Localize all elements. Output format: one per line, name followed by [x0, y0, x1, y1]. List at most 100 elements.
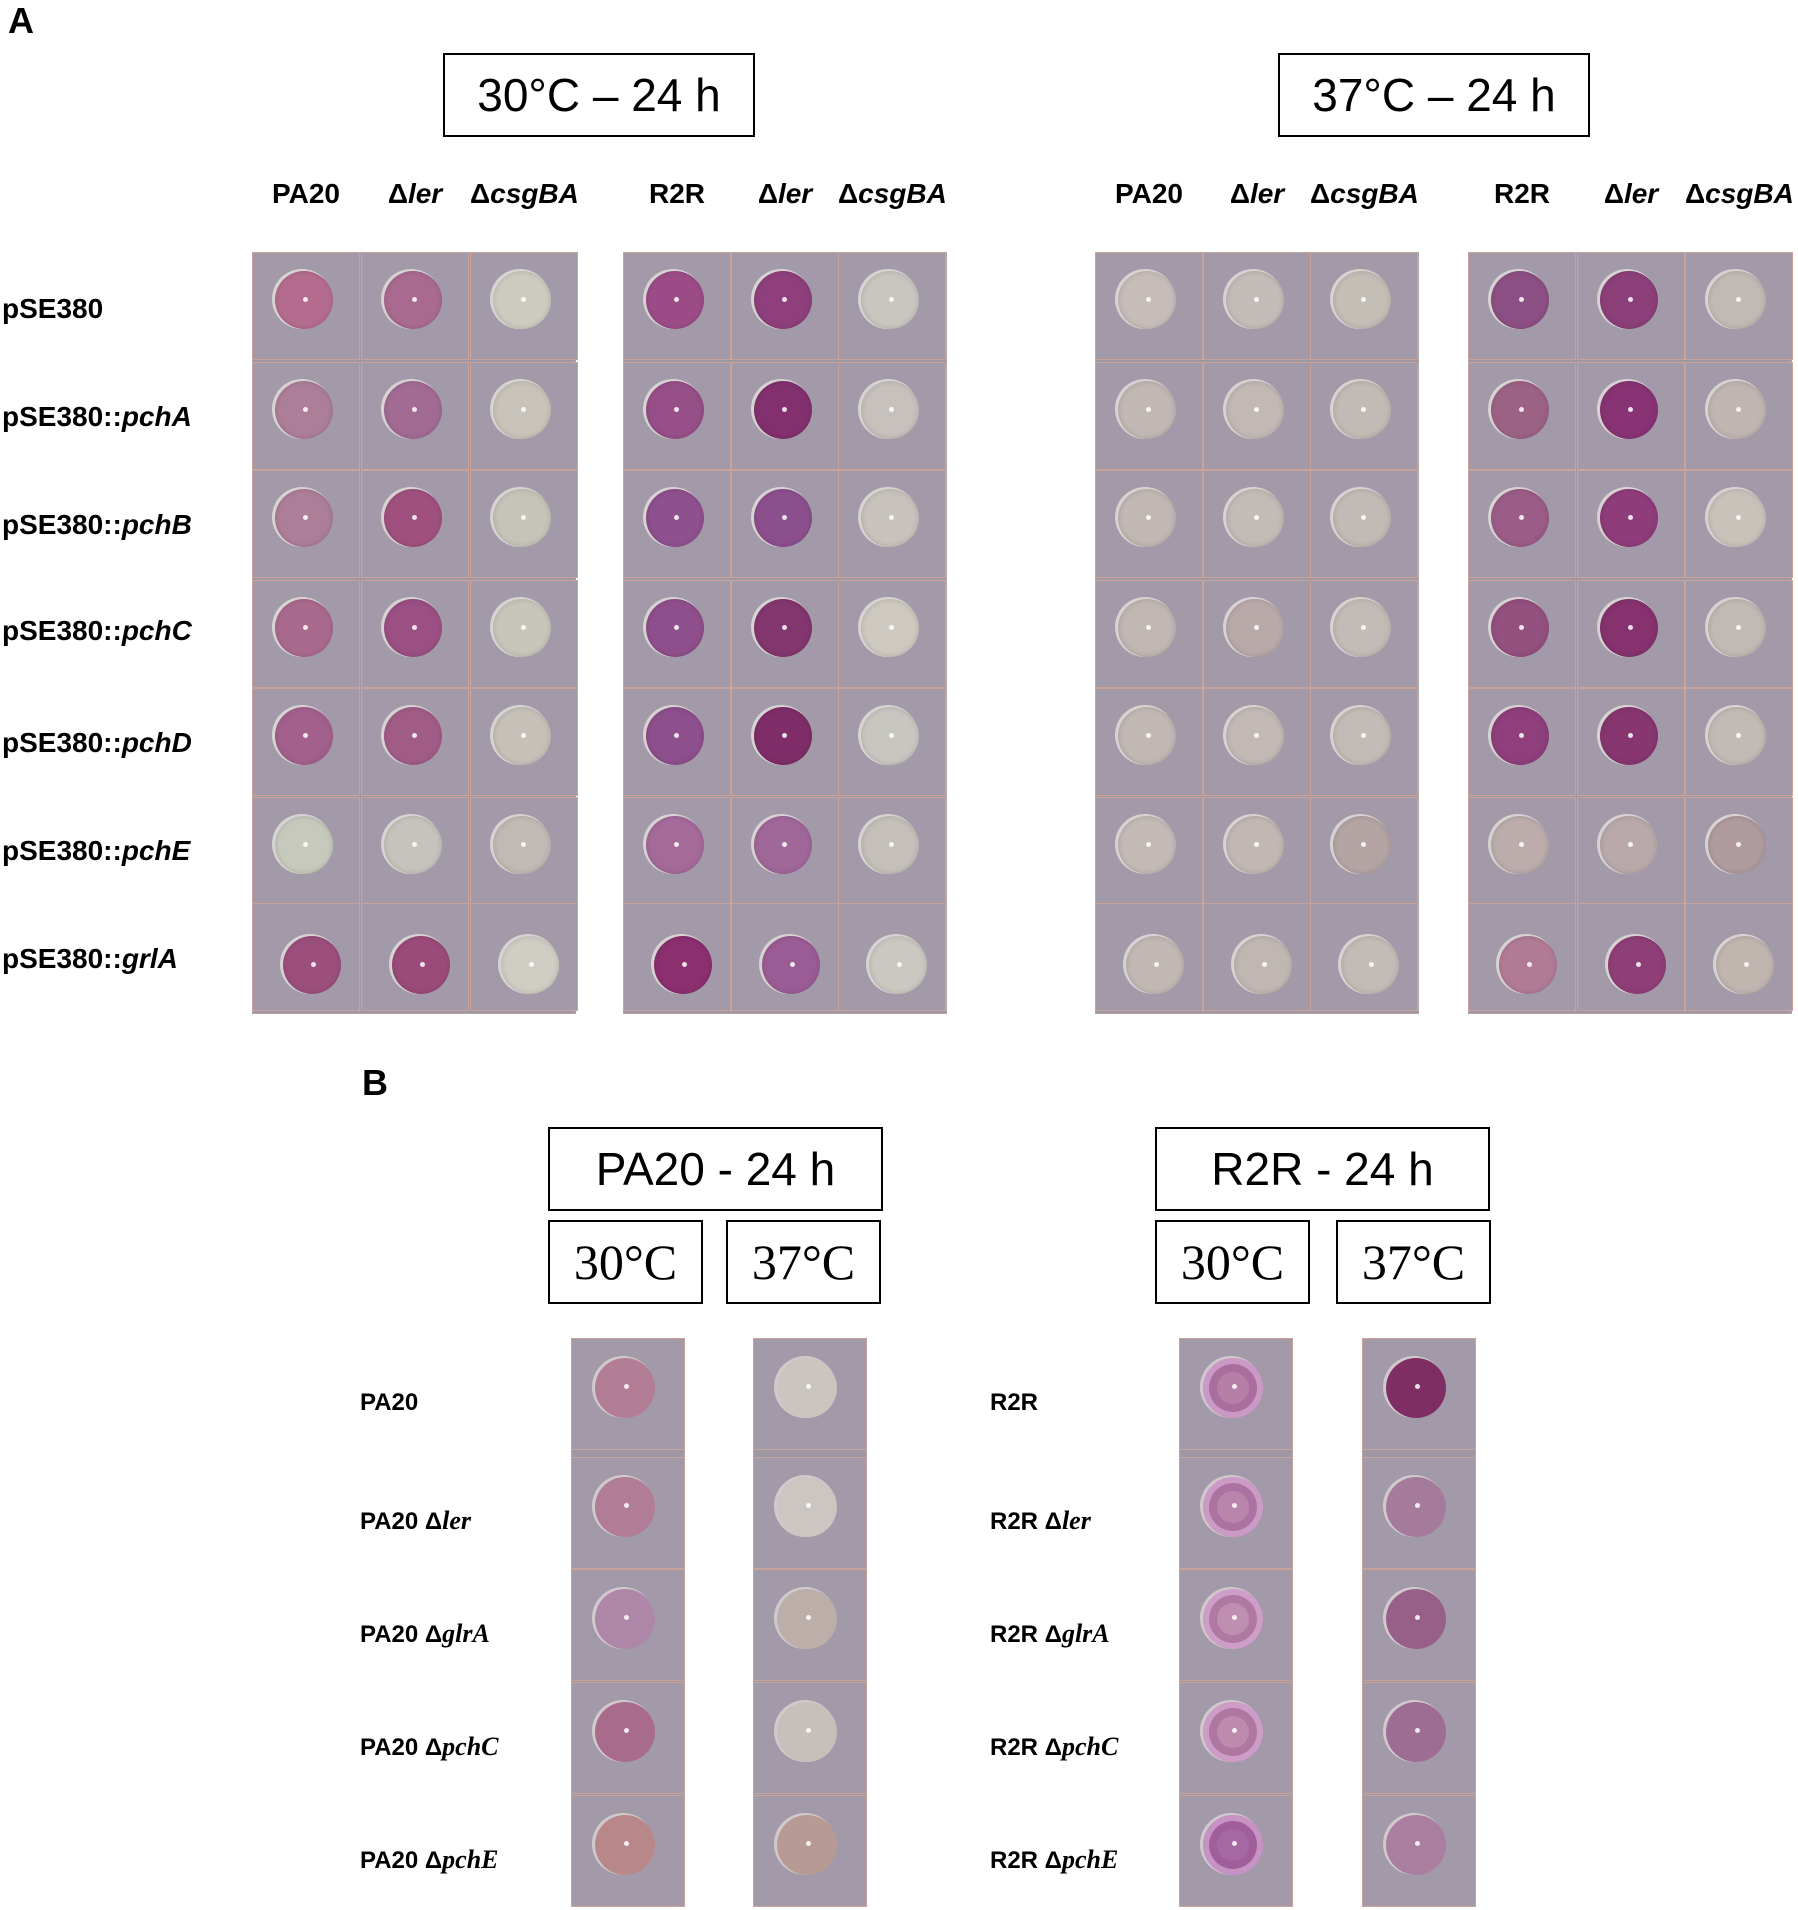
column-label-1-2-gene: csgBA — [858, 178, 947, 209]
row-label-5-text: pSE380:: — [2, 835, 122, 866]
colony-spot-a-0-1-1 — [384, 381, 442, 439]
condition-header-30c: 30°C – 24 h — [443, 53, 755, 137]
colony-spot-a-0-4-1 — [384, 707, 442, 765]
colony-spot-a-3-1-2 — [1708, 381, 1766, 439]
row-label-pa20-4-gene: pchE — [442, 1845, 499, 1874]
row-label-r2r-3: R2R ΔpchC — [990, 1732, 1118, 1762]
row-label-5: pSE380::pchE — [2, 835, 190, 867]
colony-spot-a-1-1-2 — [861, 381, 919, 439]
colony-spot-a-0-2-1 — [384, 489, 442, 547]
row-label-r2r-2: R2R ΔglrA — [990, 1619, 1110, 1649]
row-label-r2r-2-gene: glrA — [1061, 1619, 1110, 1648]
colony-spot-a-0-1-0 — [275, 381, 333, 439]
colony-spot-a-3-3-2 — [1708, 599, 1766, 657]
colony-spot-a-3-5-1 — [1600, 816, 1658, 874]
cell-a-1-3-2 — [838, 580, 946, 688]
row-label-r2r-4: R2R ΔpchE — [990, 1845, 1118, 1875]
column-label-1-2-text: Δ — [838, 178, 859, 209]
colony-spot-a-1-1-1 — [754, 381, 812, 439]
row-label-5-gene: pchE — [121, 835, 191, 866]
temp-header-pa20-30c: 30°C — [548, 1220, 703, 1304]
colony-spot-a-1-1-0 — [646, 381, 704, 439]
row-label-3-text: pSE380:: — [2, 615, 122, 646]
column-label-0-2-gene: csgBA — [490, 178, 579, 209]
colony-spot-a-0-2-0 — [275, 489, 333, 547]
colony-spot-a-0-0-0 — [275, 271, 333, 329]
row-label-pa20-2-gene: glrA — [442, 1619, 490, 1648]
row-label-pa20-3-gene: pchC — [442, 1732, 499, 1761]
colony-spot-a-2-0-2 — [1333, 271, 1391, 329]
colony-spot-b-0-0 — [595, 1358, 655, 1418]
row-label-6-text: pSE380:: — [2, 943, 122, 974]
row-label-r2r-3-gene: pchC — [1061, 1732, 1119, 1761]
colony-spot-a-3-4-2 — [1708, 707, 1766, 765]
colony-spot-a-0-2-2 — [493, 489, 551, 547]
column-label-2-1-text: Δ — [1229, 178, 1250, 209]
colony-spot-a-2-1-0 — [1118, 381, 1176, 439]
colony-spot-a-2-3-0 — [1118, 599, 1176, 657]
row-label-r2r-4-gene: pchE — [1061, 1845, 1119, 1874]
colony-spot-a-1-2-1 — [754, 489, 812, 547]
temp-header-r2r-30c: 30°C — [1155, 1220, 1310, 1304]
colony-spot-a-3-2-0 — [1491, 489, 1549, 547]
colony-spot-a-1-5-1 — [754, 816, 812, 874]
colony-spot-a-0-0-2 — [493, 271, 551, 329]
colony-spot-a-0-5-0 — [275, 816, 333, 874]
row-label-2: pSE380::pchB — [2, 509, 192, 541]
row-label-r2r-0-text: R2R — [990, 1389, 1039, 1416]
column-label-3-2-gene: csgBA — [1705, 178, 1794, 209]
row-label-pa20-1-text: PA20 Δ — [360, 1508, 443, 1535]
colony-spot-a-1-6-1 — [762, 936, 820, 994]
colony-spot-a-3-1-1 — [1600, 381, 1658, 439]
row-label-pa20-4-text: PA20 Δ — [360, 1847, 443, 1874]
colony-spot-a-1-6-2 — [869, 936, 927, 994]
colony-spot-a-0-5-2 — [493, 816, 551, 874]
colony-spot-b-1-2 — [777, 1589, 837, 1649]
row-label-pa20-1: PA20 Δler — [360, 1506, 471, 1536]
column-label-0-1: Δler — [361, 178, 469, 210]
row-label-1-text: pSE380:: — [2, 401, 122, 432]
column-label-0-0-text: PA20 — [272, 178, 340, 209]
row-label-r2r-3-text: R2R Δ — [990, 1734, 1062, 1761]
colony-spot-b-2-3 — [1203, 1702, 1263, 1762]
colony-spot-a-3-3-0 — [1491, 599, 1549, 657]
row-label-6: pSE380::grlA — [2, 943, 178, 975]
row-label-pa20-1-gene: ler — [442, 1506, 472, 1535]
colony-spot-b-2-2 — [1203, 1589, 1263, 1649]
row-label-1-gene: pchA — [121, 401, 192, 432]
column-label-3-2: ΔcsgBA — [1685, 178, 1794, 210]
colony-spot-a-0-1-2 — [493, 381, 551, 439]
panel-b-letter: B — [362, 1062, 388, 1103]
row-label-0-text: pSE380 — [2, 293, 104, 324]
colony-spot-b-1-1 — [777, 1477, 837, 1537]
column-label-1-2: ΔcsgBA — [838, 178, 947, 210]
colony-spot-a-1-5-2 — [861, 816, 919, 874]
colony-spot-a-1-4-2 — [861, 707, 919, 765]
colony-spot-b-3-4 — [1386, 1815, 1446, 1875]
colony-spot-a-2-6-1 — [1234, 936, 1292, 994]
row-label-pa20-2-text: PA20 Δ — [360, 1621, 443, 1648]
colony-spot-b-1-4 — [777, 1815, 837, 1875]
colony-spot-a-3-3-1 — [1600, 599, 1658, 657]
column-label-2-2-text: Δ — [1310, 178, 1331, 209]
colony-spot-b-1-0 — [777, 1358, 837, 1418]
colony-spot-a-0-3-2 — [493, 599, 551, 657]
cell-a-0-4-0 — [252, 688, 360, 796]
column-label-2-2: ΔcsgBA — [1310, 178, 1419, 210]
colony-spot-a-3-4-1 — [1600, 707, 1658, 765]
colony-spot-a-3-2-2 — [1708, 489, 1766, 547]
row-label-r2r-4-text: R2R Δ — [990, 1847, 1062, 1874]
colony-spot-a-3-5-0 — [1491, 816, 1549, 874]
colony-spot-a-0-0-1 — [384, 271, 442, 329]
row-label-4-text: pSE380:: — [2, 727, 122, 758]
column-label-3-0-text: R2R — [1493, 178, 1550, 209]
column-label-3-1: Δler — [1577, 178, 1685, 210]
row-label-1: pSE380::pchA — [2, 401, 192, 433]
colony-spot-a-3-1-0 — [1491, 381, 1549, 439]
colony-spot-b-2-1 — [1203, 1477, 1263, 1537]
colony-spot-a-0-4-2 — [493, 707, 551, 765]
colony-spot-a-2-4-0 — [1118, 707, 1176, 765]
column-label-1-1: Δler — [731, 178, 839, 210]
column-label-2-0: PA20 — [1095, 178, 1203, 210]
colony-spot-b-0-1 — [595, 1477, 655, 1537]
